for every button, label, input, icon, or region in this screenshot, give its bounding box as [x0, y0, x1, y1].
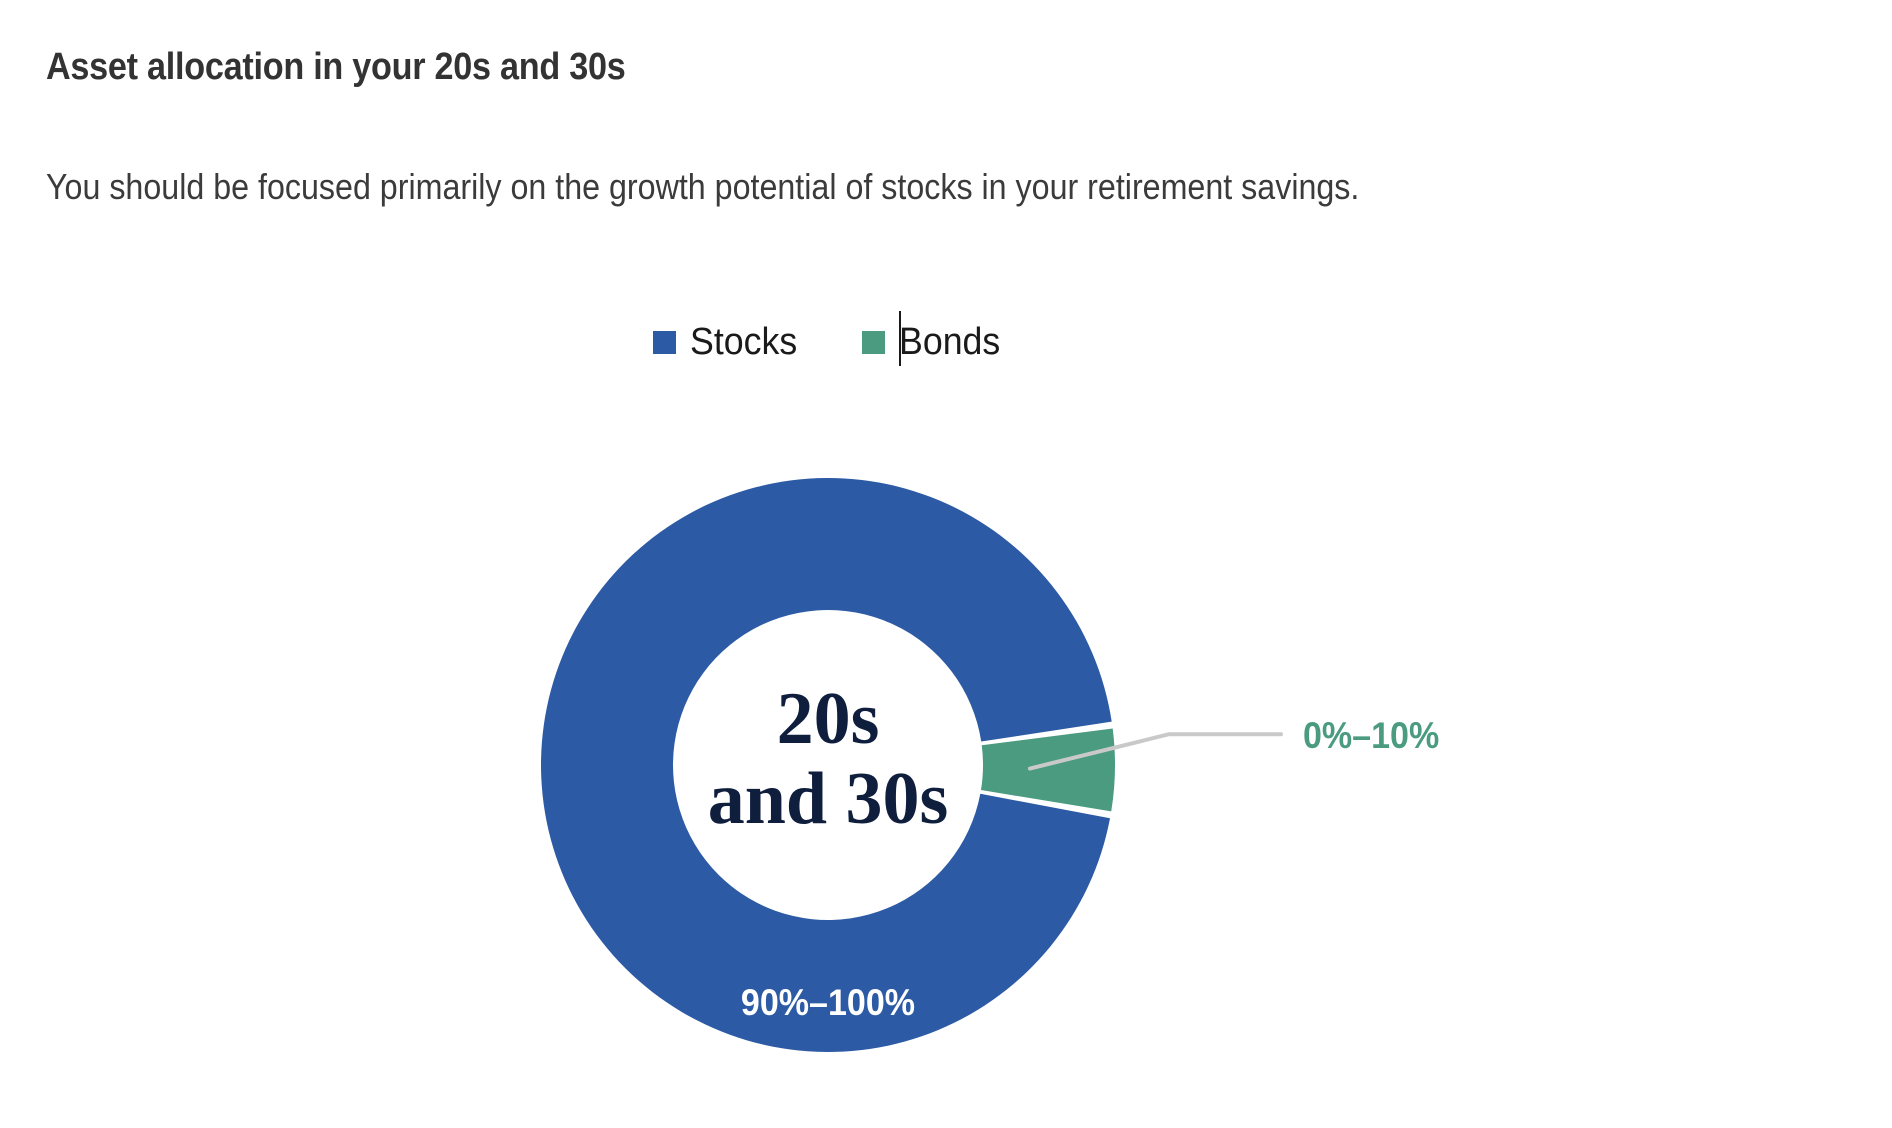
donut-slice-bonds-group[interactable]	[980, 728, 1115, 812]
page-title: Asset allocation in your 20s and 30s	[46, 46, 626, 89]
stocks-range-label: 90%–100%	[741, 982, 915, 1024]
donut-slice-stocks[interactable]	[541, 478, 1112, 1052]
text-cursor-caret	[899, 311, 902, 366]
legend-swatch-stocks-icon	[653, 330, 677, 354]
donut-center-line-2: and 30s	[708, 758, 949, 840]
donut-slice-bonds-wedge[interactable]	[980, 728, 1115, 812]
intro-paragraph: You should be focused primarily on the g…	[46, 166, 1360, 207]
donut-chart: Stocks Bonds 0%–10%	[0, 300, 1892, 1128]
chart-legend: Stocks Bonds	[0, 311, 1660, 366]
donut-graphic: 0%–10% 90%–100% 20s and 30s	[0, 300, 1892, 1128]
legend-item-bonds[interactable]: Bonds	[862, 311, 1007, 366]
donut-center-line-1: 20s	[777, 678, 880, 760]
donut-svg: 0%–10% 90%–100% 20s and 30s	[541, 478, 1439, 1052]
legend-label-stocks: Stocks	[690, 321, 798, 363]
bonds-leader-line	[1027, 732, 1283, 771]
legend-item-stocks[interactable]: Stocks	[653, 320, 804, 364]
legend-swatch-bonds-icon	[862, 330, 886, 354]
bonds-range-label: 0%–10%	[1303, 715, 1439, 757]
legend-label-bonds: Bonds	[899, 321, 1001, 363]
